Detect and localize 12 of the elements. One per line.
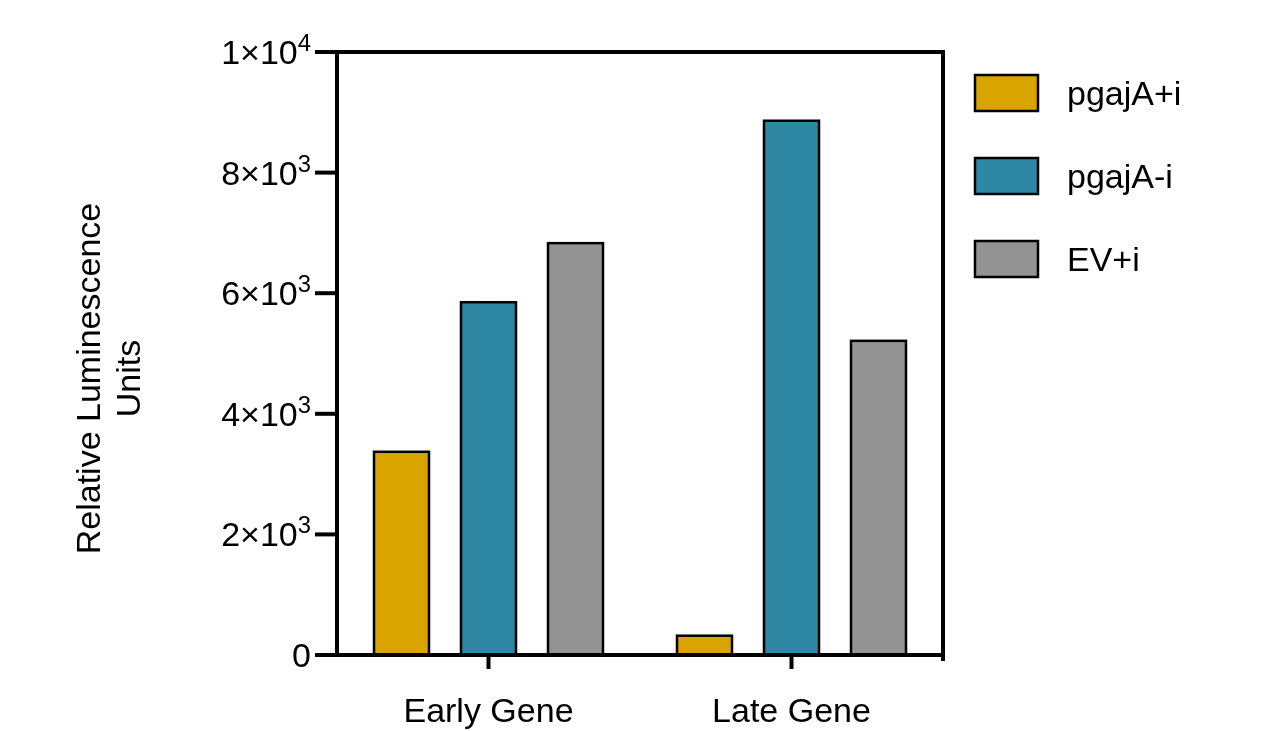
y-tick-label: 8×10$^{3}$ (221, 149, 311, 192)
y-tick-label: 6×10$^{3}$ (221, 269, 311, 313)
x-tick-label: Late Gene (712, 691, 871, 729)
y-axis-title: Relative Luminescence Units (69, 202, 147, 555)
y-tick-label: 2×10$^{3}$ (221, 510, 311, 554)
y-tick-label: 0 (292, 636, 311, 674)
y-tick-label: 4×10$^{3}$ (221, 390, 311, 433)
y-tick-label: 1×10$^{4}$ (221, 28, 311, 71)
x-tick-label: Early Gene (403, 691, 574, 729)
legend-label: pgajA-i (1067, 157, 1173, 195)
legend-label: EV+i (1067, 240, 1140, 278)
legend-label: pgajA+i (1067, 74, 1182, 112)
